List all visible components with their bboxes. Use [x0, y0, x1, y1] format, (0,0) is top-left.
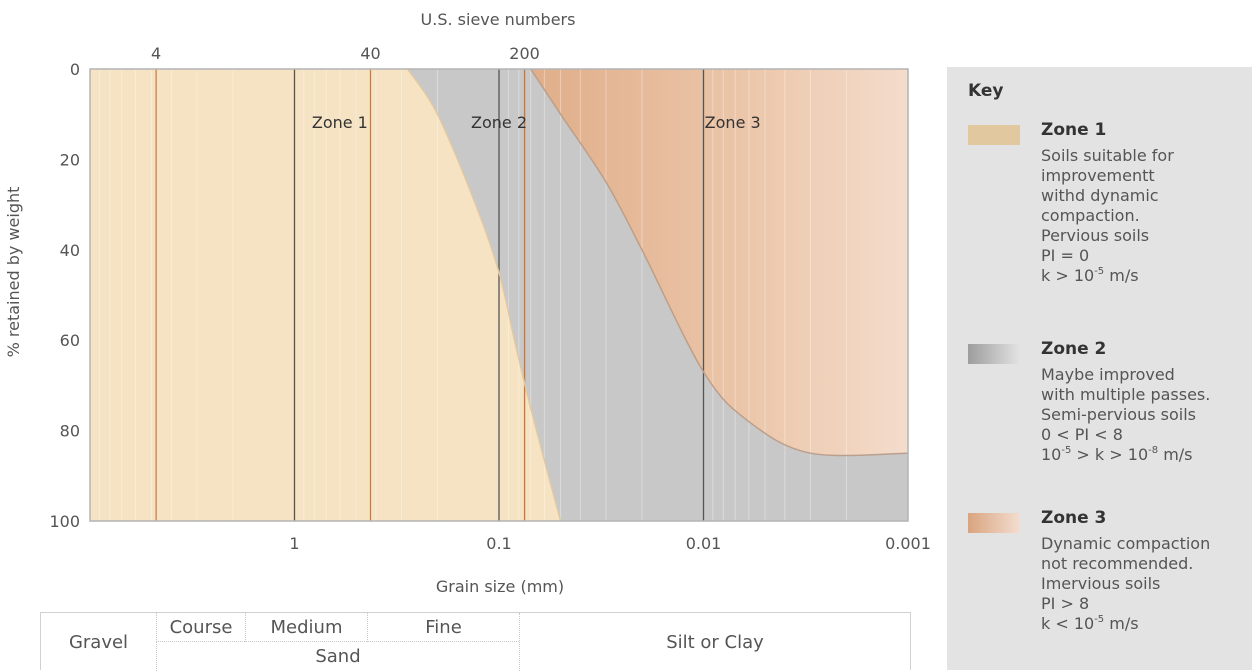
medium-cell: Medium [245, 613, 367, 642]
key-item-name: Zone 2 [1041, 339, 1107, 359]
key-line: Dynamic compaction [1041, 534, 1211, 553]
key-line: Maybe improved [1041, 365, 1175, 384]
zone-3-swatch [968, 513, 1020, 533]
minor-gridlines [98, 69, 847, 521]
key-k-value: k > 10-5 m/s [1041, 265, 1139, 285]
sieve-number-label: 4 [151, 44, 161, 63]
y-axis-title: % retained by weight [4, 187, 23, 358]
zone-2-swatch [968, 344, 1020, 364]
sieve-number-ticks: 4 40 200 [151, 44, 540, 63]
key-panel: Key Zone 1 Soils suitable for improvemen… [947, 67, 1252, 670]
key-line: Semi-pervious soils [1041, 405, 1196, 424]
y-axis-ticks: 0 20 40 60 80 100 [49, 60, 80, 531]
fine-cell: Fine [367, 613, 519, 642]
sieve-number-label: 40 [360, 44, 380, 63]
key-line: withd dynamic [1041, 186, 1159, 205]
x-tick-label: 1 [289, 534, 299, 553]
zone-3-area [530, 69, 908, 456]
key-line: with multiple passes. [1041, 385, 1211, 404]
y-tick-label: 20 [60, 150, 80, 169]
zone-1-2-boundary [406, 69, 562, 521]
key-line: not recommended. [1041, 554, 1194, 573]
soil-classification-table: Gravel Course Medium Fine Sand Silt or C… [40, 612, 911, 671]
key-line: 0 < PI < 8 [1041, 425, 1123, 444]
grain-size-chart: U.S. sieve numbers Zone 1 Zone 2 Zone 3 0 2… [4, 10, 931, 596]
key-k-value: 10-5 > k > 10-8 m/s [1041, 444, 1193, 464]
zone-1-swatch [968, 125, 1020, 145]
key-line: PI = 0 [1041, 246, 1090, 265]
x-tick-label: 0.1 [486, 534, 511, 553]
key-line: Imervious soils [1041, 574, 1161, 593]
plot-area [90, 69, 908, 521]
zone-label: Zone 2 [471, 113, 527, 132]
zone-label: Zone 3 [705, 113, 761, 132]
silt-clay-cell: Silt or Clay [519, 613, 910, 671]
zone-labels: Zone 1 Zone 2 Zone 3 [312, 113, 761, 132]
key-item-name: Zone 3 [1041, 508, 1107, 528]
y-tick-label: 0 [70, 60, 80, 79]
zone-label: Zone 1 [312, 113, 368, 132]
course-cell: Course [156, 613, 245, 642]
key-line: Pervious soils [1041, 226, 1150, 245]
key-item-name: Zone 1 [1041, 120, 1107, 140]
y-tick-label: 40 [60, 241, 80, 260]
y-tick-label: 100 [49, 512, 80, 531]
key-line: PI > 8 [1041, 594, 1090, 613]
y-tick-label: 60 [60, 331, 80, 350]
key-title: Key [968, 81, 1004, 101]
sand-cell: Sand [156, 642, 519, 671]
key-line: improvementt [1041, 166, 1155, 185]
key-line: Soils suitable for [1041, 146, 1174, 165]
plot-frame [89, 68, 909, 522]
y-tick-label: 80 [60, 422, 80, 441]
sieve-lines [155, 69, 526, 521]
x-tick-label: 0.001 [885, 534, 931, 553]
gravel-cell: Gravel [68, 631, 129, 653]
top-axis-title: U.S. sieve numbers [421, 10, 576, 29]
key-k-value: k < 10-5 m/s [1041, 613, 1139, 633]
zone-1-area [90, 69, 561, 521]
x-axis-title: Grain size (mm) [436, 577, 564, 596]
sieve-number-label: 200 [509, 44, 540, 63]
zone-2-3-boundary [530, 69, 908, 457]
x-tick-label: 0.01 [686, 534, 722, 553]
x-axis-ticks: 1 0.1 0.01 0.001 [289, 534, 931, 553]
key-line: compaction. [1041, 206, 1140, 225]
major-gridlines [293, 69, 705, 521]
